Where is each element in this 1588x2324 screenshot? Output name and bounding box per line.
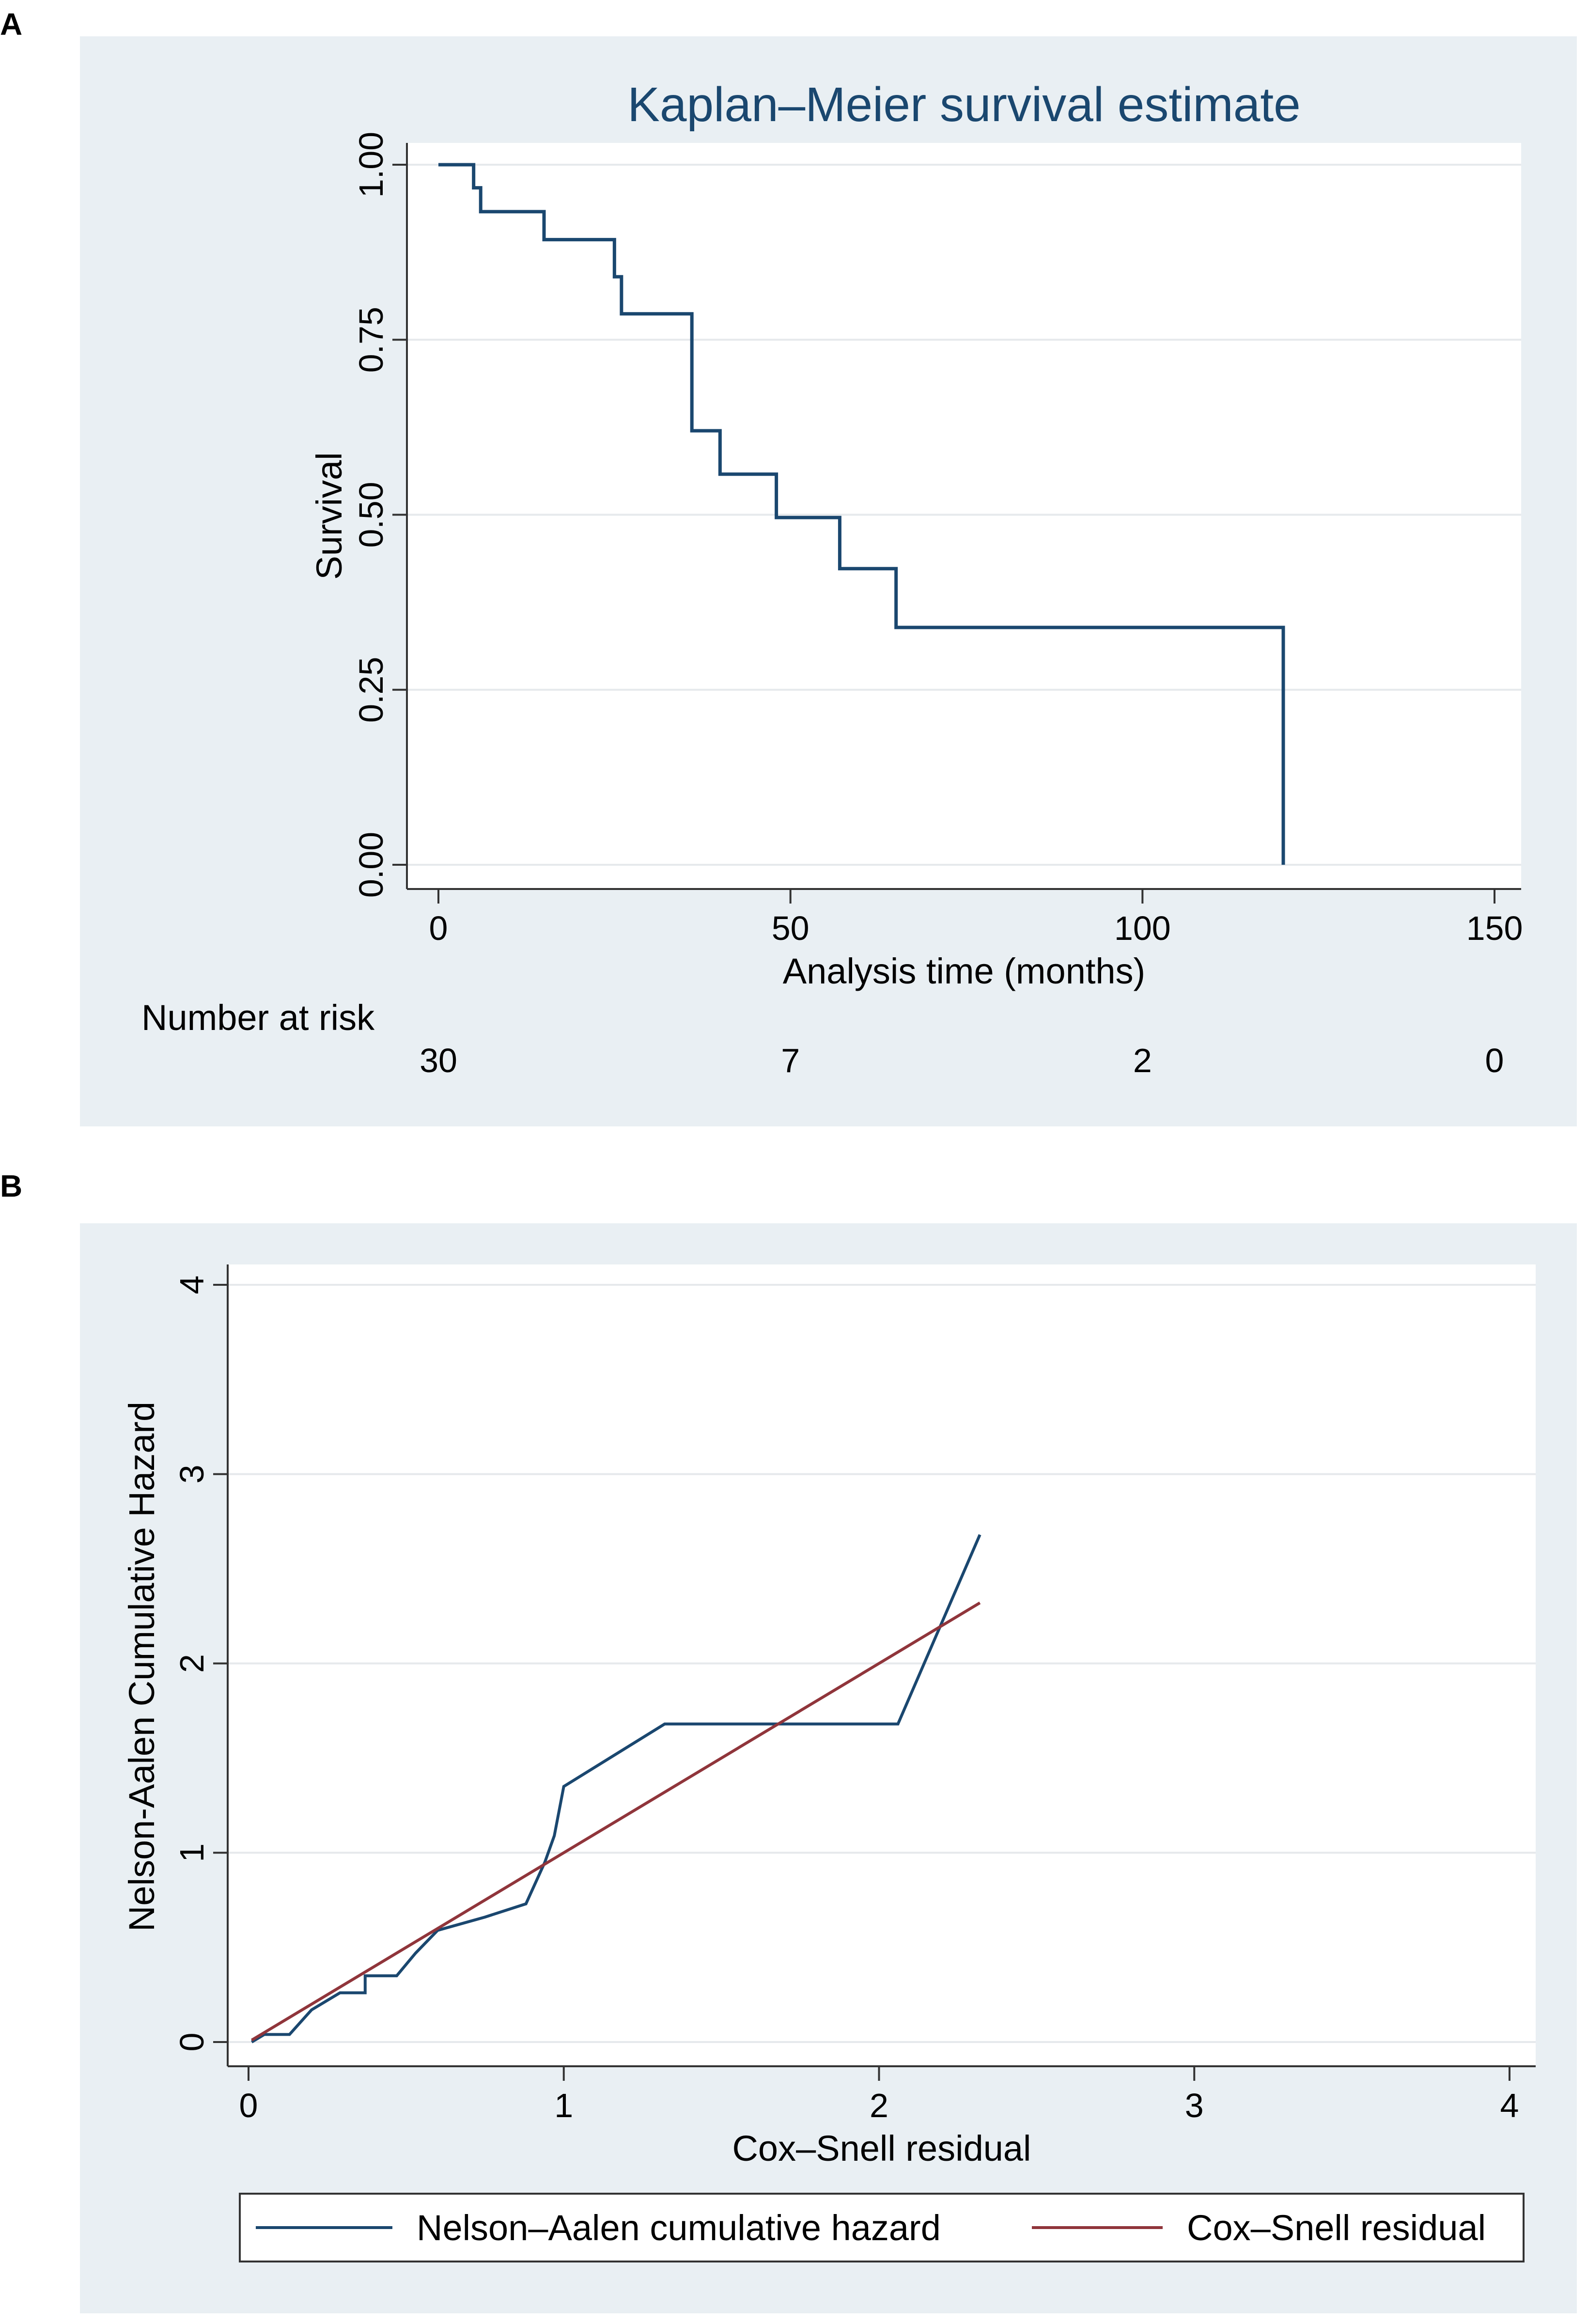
km-ticks: 0 50 100 150 0.00 0.25 0.50 0.75 1.00 <box>352 132 1523 947</box>
cs-x-tick-label: 2 <box>870 2087 888 2124</box>
km-y-tick-label: 0.00 <box>352 832 390 898</box>
km-gridlines <box>407 164 1521 866</box>
legend-label-nelson-aalen: Nelson–Aalen cumulative hazard <box>417 2208 941 2248</box>
cs-x-tick-label: 4 <box>1500 2087 1519 2124</box>
cs-x-tick-label: 3 <box>1185 2087 1204 2124</box>
legend-label-cox-snell: Cox–Snell residual <box>1187 2208 1486 2248</box>
risk-table-label: Number at risk <box>141 998 375 1038</box>
km-plot-area <box>407 143 1521 889</box>
panel-a-label: A <box>0 7 22 42</box>
cs-y-tick-label: 2 <box>173 1654 211 1673</box>
km-y-tick-label: 1.00 <box>352 132 390 198</box>
cs-legend-box <box>239 2193 1525 2262</box>
cs-y-tick-label: 1 <box>173 1843 211 1862</box>
km-x-axis-title: Analysis time (months) <box>783 951 1145 991</box>
cs-gridlines <box>228 1284 1536 2043</box>
km-x-tick-label: 50 <box>772 909 810 947</box>
cs-series-nelson-aalen <box>250 1534 981 2043</box>
risk-count: 0 <box>1485 1042 1504 1079</box>
cs-x-axis-title: Cox–Snell residual <box>732 2128 1031 2168</box>
km-y-axis-title: Survival <box>309 452 349 579</box>
cs-ticks: 0 1 2 3 4 0 1 2 3 4 <box>173 1276 1519 2124</box>
km-y-tick-label: 0.75 <box>352 307 390 373</box>
km-x-tick-label: 100 <box>1114 909 1171 947</box>
km-x-tick-label: 0 <box>429 909 448 947</box>
cs-y-tick-label: 0 <box>173 2033 211 2052</box>
km-y-tick-label: 0.25 <box>352 657 390 723</box>
panel-b-label: B <box>0 1169 22 1203</box>
km-y-tick-label: 0.50 <box>352 482 390 547</box>
km-x-tick-label: 150 <box>1466 909 1523 947</box>
risk-count: 2 <box>1133 1042 1152 1079</box>
cs-y-tick-label: 4 <box>173 1276 211 1295</box>
risk-table-counts: 30 7 2 0 <box>420 1042 1504 1079</box>
cs-plot-area <box>228 1264 1536 2066</box>
km-title: Kaplan–Meier survival estimate <box>627 78 1301 132</box>
km-survival-curve <box>438 163 1285 865</box>
cs-y-tick-label: 3 <box>173 1465 211 1483</box>
cs-x-tick-label: 0 <box>239 2087 258 2124</box>
risk-count: 7 <box>781 1042 800 1079</box>
risk-count: 30 <box>420 1042 457 1079</box>
cs-series-cox-snell <box>250 1601 981 2042</box>
cs-y-axis-title: Nelson-Aalen Cumulative Hazard <box>122 1402 162 1932</box>
cs-x-tick-label: 1 <box>554 2087 573 2124</box>
